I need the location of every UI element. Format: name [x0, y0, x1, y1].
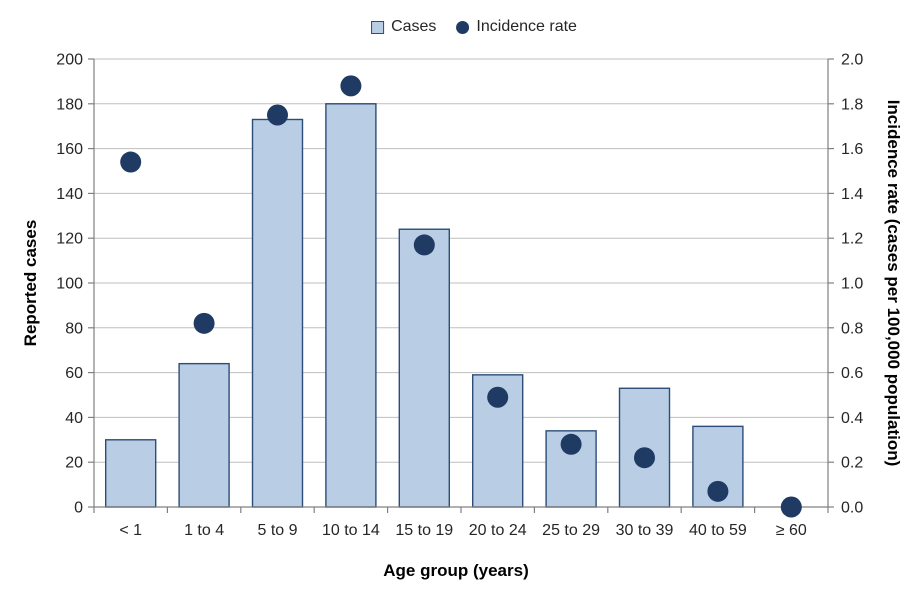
legend: Cases Incidence rate: [371, 18, 577, 36]
incidence-marker-15 to 19: [413, 234, 435, 256]
y-left-tick-label: 40: [65, 410, 83, 427]
incidence-marker-1 to 4: [193, 312, 215, 334]
incidence-marker-≥ 60: [780, 496, 802, 518]
y-left-tick-label: 120: [56, 231, 83, 248]
bar-< 1: [104, 439, 157, 508]
bar-15 to 19: [398, 228, 450, 508]
incidence-marker-30 to 39: [634, 447, 655, 469]
x-category-label: 5 to 9: [257, 522, 297, 539]
bar-10 to 14: [325, 103, 377, 508]
y-left-tick-label: 60: [65, 365, 83, 382]
y-left-tick-label: 180: [56, 96, 83, 113]
legend-item-cases: Cases: [371, 18, 436, 36]
incidence-marker-40 to 59: [707, 480, 729, 502]
legend-label-incidence-rate: Incidence rate: [476, 18, 577, 35]
incidence-marker-20 to 24: [487, 386, 509, 408]
y-axis-title-right: Incidence rate (cases per 100,000 popula…: [884, 99, 903, 467]
y-right-tick-label: 2.0: [841, 52, 863, 69]
y-left-tick-label: 200: [56, 52, 83, 69]
y-right-tick-label: 1.4: [841, 186, 863, 203]
cases-square-icon: [371, 20, 385, 34]
x-category-label: 25 to 29: [542, 522, 600, 539]
y-right-tick-label: 0.8: [841, 320, 863, 337]
y-left-tick-label: 160: [56, 141, 83, 158]
x-category-label: 30 to 39: [616, 522, 674, 539]
incidence-marker-10 to 14: [340, 75, 362, 97]
y-left-tick-label: 140: [56, 186, 83, 203]
legend-item-incidence-rate: Incidence rate: [456, 18, 577, 36]
x-category-label: 1 to 4: [184, 522, 224, 539]
y-right-tick-label: 0.4: [841, 410, 863, 427]
x-category-label: 20 to 24: [469, 522, 527, 539]
legend-label-cases: Cases: [391, 18, 437, 35]
y-right-tick-label: 1.2: [841, 231, 863, 248]
y-axis-title-left: Reported cases: [21, 219, 40, 347]
bar-1 to 4: [178, 362, 230, 508]
x-axis-title: Age group (years): [383, 561, 529, 580]
y-left-tick-label: 20: [65, 455, 83, 472]
y-right-tick-label: 0.0: [841, 500, 863, 517]
x-category-label: 10 to 14: [322, 522, 380, 539]
y-right-tick-label: 0.2: [841, 455, 863, 472]
y-left-tick-label: 80: [65, 320, 83, 337]
y-left-tick-label: 100: [56, 276, 83, 293]
bar-5 to 9: [251, 118, 304, 508]
y-right-tick-label: 1.8: [841, 96, 863, 113]
incidence-rate-circle-icon: [456, 20, 470, 34]
x-category-label: ≥ 60: [776, 522, 807, 539]
incidence-marker-5 to 9: [267, 104, 288, 126]
y-right-tick-label: 1.6: [841, 141, 863, 158]
y-right-tick-label: 0.6: [841, 365, 863, 382]
x-category-label: 40 to 59: [689, 522, 747, 539]
y-right-tick-label: 1.0: [841, 276, 863, 293]
incidence-marker-25 to 29: [560, 433, 582, 455]
incidence-marker-< 1: [120, 151, 142, 173]
x-category-label: 15 to 19: [395, 522, 453, 539]
x-category-label: < 1: [119, 522, 142, 539]
y-left-tick-label: 0: [74, 500, 83, 517]
